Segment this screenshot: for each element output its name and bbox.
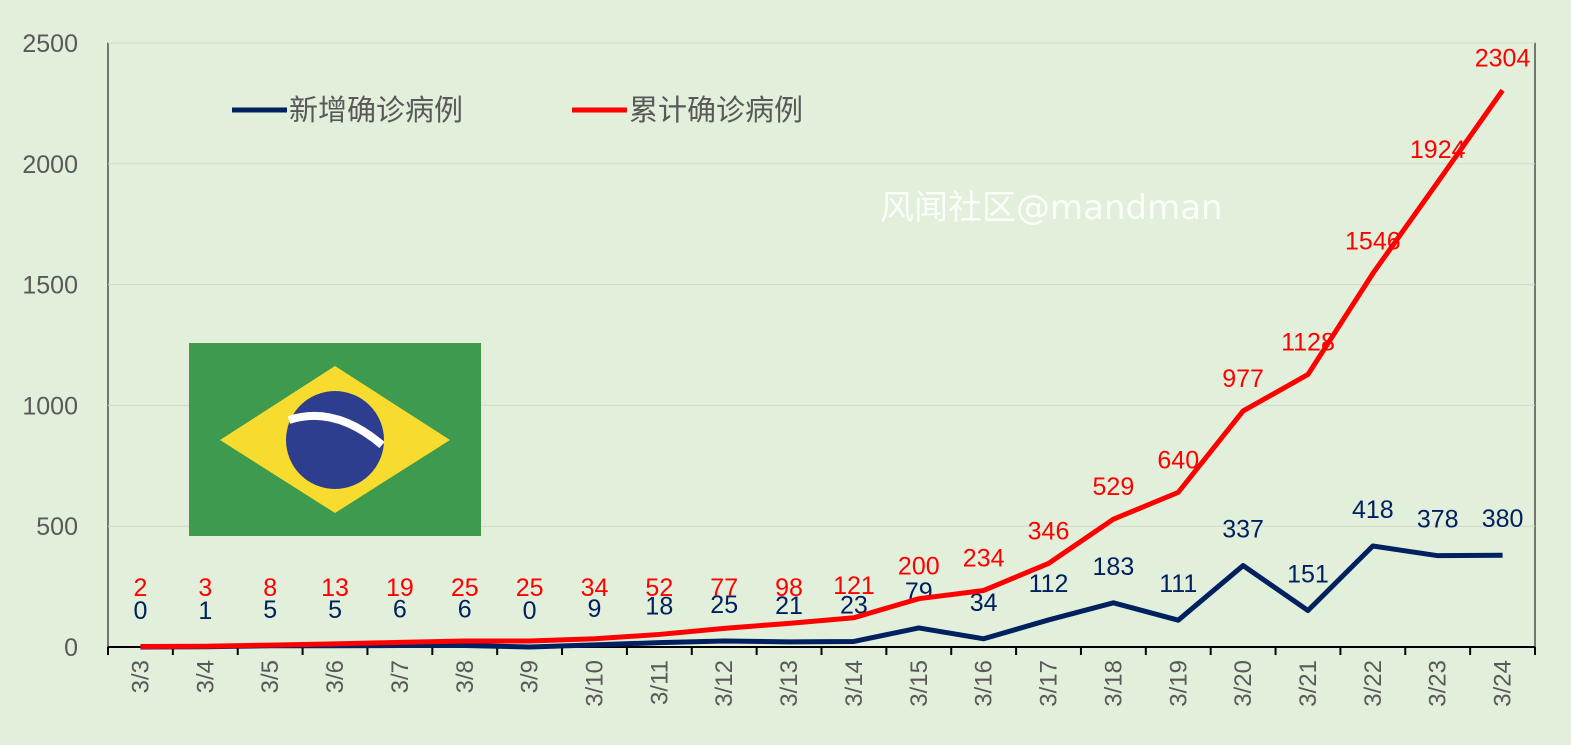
data-label: 5: [263, 596, 277, 624]
legend-label: 累计确诊病例: [629, 93, 803, 127]
series-line-1: [140, 88, 1505, 650]
y-tick-label: 500: [36, 513, 78, 541]
legend-label: 新增确诊病例: [289, 93, 463, 127]
data-label: 18: [645, 593, 673, 621]
data-label: 8: [263, 574, 277, 602]
y-tick-label: 1500: [22, 272, 78, 300]
data-label: 121: [833, 572, 875, 600]
data-label: 2: [133, 574, 147, 602]
x-tick-label: 3/3: [127, 660, 154, 693]
data-label: 52: [645, 574, 673, 602]
data-label: 3: [198, 574, 212, 602]
x-tick-label: 3/14: [841, 660, 868, 707]
data-label: 0: [133, 597, 147, 625]
data-label: 77: [710, 574, 738, 602]
data-label: 111: [1159, 570, 1197, 598]
x-tick-label: 3/6: [322, 660, 349, 693]
x-tick-label: 3/18: [1100, 660, 1127, 707]
data-label: 200: [898, 553, 940, 581]
x-tick-label: 3/5: [257, 660, 284, 693]
x-tick-label: 3/4: [192, 660, 219, 693]
data-label: 34: [581, 574, 609, 602]
x-tick-label: 3/17: [1036, 660, 1063, 707]
data-label: 346: [1028, 517, 1070, 545]
data-label: 112: [1029, 570, 1069, 598]
series-line-0: [140, 543, 1503, 650]
data-label: 1924: [1410, 136, 1466, 164]
data-label: 21: [775, 592, 803, 620]
x-tick-label: 3/19: [1165, 660, 1192, 707]
x-tick-label: 3/22: [1360, 660, 1387, 707]
data-label: 2304: [1475, 44, 1531, 72]
data-label: 378: [1417, 506, 1459, 534]
data-label: 1128: [1281, 328, 1335, 356]
watermark: 风闻社区@mandman: [880, 188, 1223, 228]
data-label: 13: [321, 574, 349, 602]
y-tick-label: 1000: [22, 392, 78, 420]
data-label: 977: [1222, 365, 1264, 393]
data-label: 5: [328, 596, 342, 624]
data-label: 1: [198, 597, 212, 625]
data-label: 183: [1093, 553, 1135, 581]
y-tick-label: 2000: [22, 151, 78, 179]
brazil-flag-image: [189, 343, 481, 536]
data-label: 25: [710, 591, 738, 619]
x-tick-label: 3/11: [646, 660, 673, 705]
data-label: 25: [451, 574, 479, 602]
data-label: 337: [1222, 516, 1264, 544]
x-tick-label: 3/23: [1425, 660, 1452, 707]
x-tick-label: 3/7: [387, 660, 414, 693]
data-label: 151: [1287, 561, 1329, 589]
x-tick-label: 3/15: [906, 660, 933, 707]
data-label: 6: [393, 596, 407, 624]
data-label: 1546: [1345, 227, 1401, 255]
x-tick-label: 3/20: [1230, 660, 1257, 707]
data-label: 25: [516, 574, 544, 602]
data-label: 418: [1352, 496, 1394, 524]
x-tick-label: 3/12: [711, 660, 738, 707]
y-tick-label: 2500: [22, 30, 78, 58]
data-label: 529: [1093, 473, 1135, 501]
data-label: 6: [458, 596, 472, 624]
x-tick-label: 3/16: [971, 660, 998, 707]
x-tick-label: 3/24: [1490, 660, 1517, 707]
data-label: 9: [588, 595, 602, 623]
x-tick-label: 3/13: [776, 660, 803, 707]
data-label: 640: [1157, 446, 1199, 474]
data-label: 0: [523, 597, 537, 625]
x-tick-label: 3/9: [517, 660, 544, 693]
x-tick-label: 3/21: [1295, 660, 1322, 707]
data-label: 380: [1482, 505, 1524, 533]
data-label: 98: [775, 574, 803, 602]
x-tick-label: 3/10: [581, 660, 608, 707]
y-tick-label: 0: [64, 634, 78, 662]
data-label: 19: [386, 574, 414, 602]
data-label: 234: [963, 544, 1005, 572]
x-tick-label: 3/8: [452, 660, 479, 693]
